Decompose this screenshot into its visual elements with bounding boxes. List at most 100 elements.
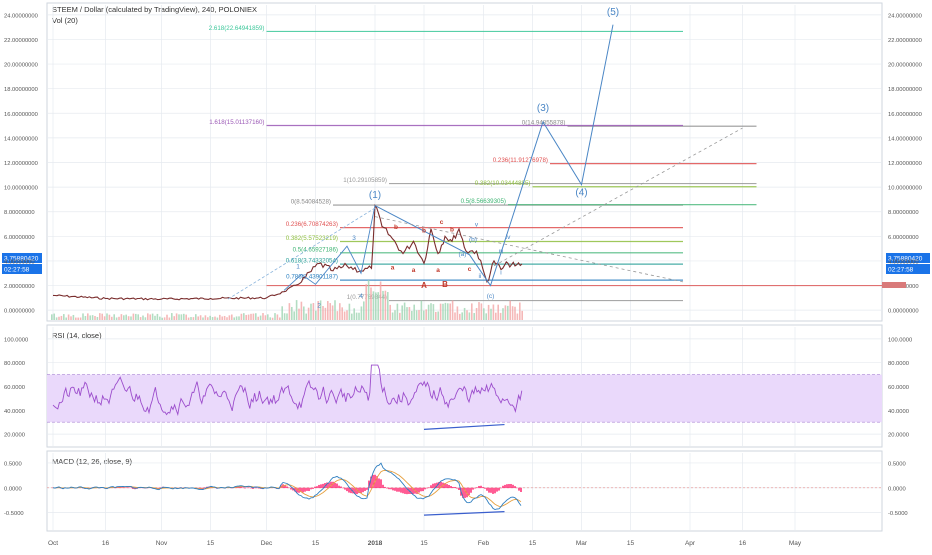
volume-bar [118, 317, 120, 320]
price-y-tick-left: 18.00000000 [4, 87, 38, 93]
macd-histogram-bar [520, 488, 522, 492]
rsi-y-tick-left: 40.0000 [4, 409, 25, 415]
volume-bar [87, 313, 89, 320]
macd-histogram-bar [490, 488, 492, 493]
macd-histogram-bar [496, 488, 498, 492]
macd-histogram-bar [344, 488, 346, 490]
macd-histogram-bar [310, 488, 312, 490]
volume-bar [298, 309, 300, 320]
abc-wave-label: B [442, 280, 448, 289]
volume-bar [104, 316, 106, 320]
volume-bar [135, 314, 137, 320]
price-y-tick-left: 16.00000000 [4, 112, 38, 118]
macd-histogram-bar [400, 488, 402, 493]
volume-bar [231, 314, 233, 320]
macd-histogram-bar [494, 488, 496, 494]
rsi-y-tick-right: 40.0000 [888, 409, 909, 415]
volume-bar [193, 317, 195, 320]
price-y-tick-left: 0.00000000 [4, 309, 35, 315]
macd-histogram-bar [340, 487, 342, 489]
volume-bar [80, 317, 82, 320]
volume-bar [277, 314, 279, 320]
price-y-tick-right: 4.00000000 [888, 259, 919, 265]
price-y-tick-right: 6.00000000 [888, 235, 919, 241]
volume-bar [473, 313, 475, 320]
volume-bar [433, 304, 435, 320]
elliott-wave-label: i [500, 269, 501, 276]
macd-histogram-bar [366, 488, 368, 490]
elliott-wave-label: 1 [296, 263, 300, 270]
volume-bar [99, 313, 101, 320]
volume-bar [361, 306, 363, 320]
macd-histogram-bar [392, 488, 394, 491]
volume-bar [399, 313, 401, 320]
volume-bar [255, 313, 257, 320]
price-y-tick-left: 8.00000000 [4, 210, 35, 216]
x-axis-label: 15 [420, 540, 428, 547]
volume-bar [435, 312, 437, 320]
macd-histogram-bar [362, 488, 364, 492]
volume-bar [428, 305, 430, 320]
macd-histogram-bar [336, 484, 338, 489]
volume-bar [373, 291, 375, 320]
volume-bar [447, 303, 449, 320]
volume-bar [190, 317, 192, 320]
abc-wave-label: b [422, 228, 426, 235]
volume-bar [140, 317, 142, 320]
macd-histogram-bar [286, 486, 288, 488]
macd-histogram-bar [506, 484, 508, 488]
macd-histogram-bar [424, 488, 426, 490]
elliott-wave-label: (a) [459, 251, 467, 258]
volume-bar [51, 314, 53, 320]
macd-histogram-bar [308, 488, 310, 491]
macd-histogram-bar [384, 487, 386, 488]
volume-bar [267, 314, 269, 320]
x-axis-label: May [789, 540, 802, 547]
volume-bar [173, 316, 175, 320]
volume-bar [430, 303, 432, 320]
price-y-tick-right: 24.00000000 [888, 13, 922, 19]
x-axis-label: Feb [478, 540, 490, 547]
macd-histogram-bar [126, 487, 128, 488]
macd-histogram-bar [248, 488, 250, 489]
volume-bar [77, 318, 79, 320]
volume-bar [308, 308, 310, 320]
volume-bar [133, 314, 135, 320]
volume-bar [63, 314, 65, 320]
macd-histogram-bar [382, 485, 384, 488]
abc-wave-label: b [450, 226, 454, 233]
right-arrow-marker [882, 282, 906, 288]
elliott-wave-label: 2 [317, 303, 321, 310]
macd-histogram-bar [342, 488, 344, 489]
volume-bar [356, 313, 358, 320]
volume-bar [387, 292, 389, 320]
volume-bar [248, 315, 250, 320]
volume-bar [181, 314, 183, 320]
elliott-wave-label: (c) [487, 293, 495, 300]
volume-bar [449, 303, 451, 320]
volume-bar [145, 317, 147, 320]
elliott-wave-label: 3 [352, 235, 356, 242]
elliott-wave-label: ii [479, 273, 482, 280]
volume-bar [339, 303, 341, 320]
volume-bar [75, 318, 77, 320]
volume-bar [121, 314, 123, 320]
volume-bar [195, 314, 197, 320]
macd-histogram-bar [448, 485, 450, 488]
x-axis-label: 15 [627, 540, 635, 547]
volume-bar [370, 287, 372, 320]
x-axis-label: Apr [685, 540, 696, 547]
volume-bar [176, 313, 178, 320]
volume-bar [425, 309, 427, 320]
macd-histogram-bar [348, 488, 350, 493]
volume-bar [440, 304, 442, 320]
volume-bar [509, 301, 511, 320]
volume-bar [471, 303, 473, 320]
macd-histogram-bar [318, 485, 320, 488]
macd-y-tick-right: 0.5000 [888, 461, 906, 467]
volume-bar [512, 306, 514, 320]
rsi-y-tick-right: 60.0000 [888, 385, 909, 391]
volume-bar [106, 313, 108, 320]
